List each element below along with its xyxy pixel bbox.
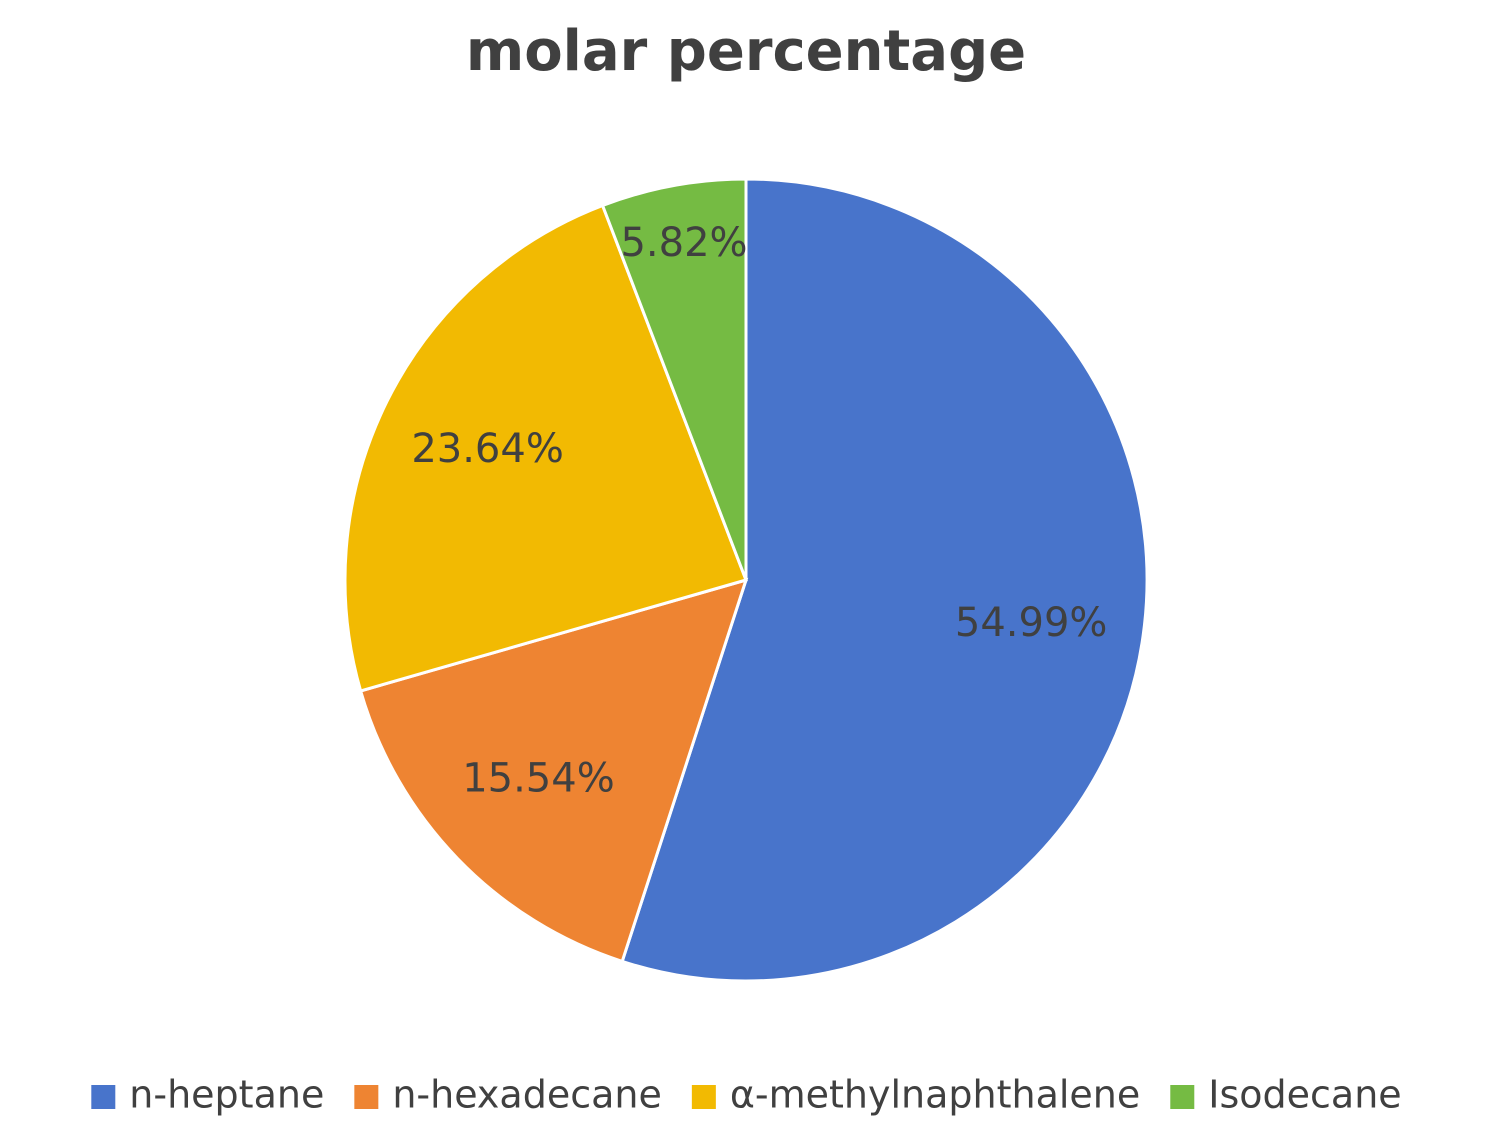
legend-swatch bbox=[1170, 1085, 1195, 1109]
legend-swatch bbox=[691, 1085, 716, 1109]
data-label: 5.82% bbox=[620, 220, 747, 266]
legend-swatch bbox=[354, 1085, 379, 1109]
pie-slice bbox=[358, 577, 749, 964]
pie-slice bbox=[343, 203, 748, 693]
data-label: 23.64% bbox=[411, 426, 564, 472]
legend-label: n-hexadecane bbox=[392, 1073, 662, 1117]
chart-title: molar percentage bbox=[466, 19, 1026, 84]
data-label: 54.99% bbox=[955, 600, 1108, 646]
legend-label: n-heptane bbox=[129, 1073, 324, 1117]
legend-swatch bbox=[91, 1085, 116, 1109]
pie-slice bbox=[600, 177, 748, 581]
data-label: 15.54% bbox=[462, 756, 615, 802]
legend-label: Isodecane bbox=[1208, 1073, 1401, 1117]
pie-slice bbox=[620, 177, 1149, 983]
legend-label: α-methylnaphthalene bbox=[730, 1073, 1140, 1117]
